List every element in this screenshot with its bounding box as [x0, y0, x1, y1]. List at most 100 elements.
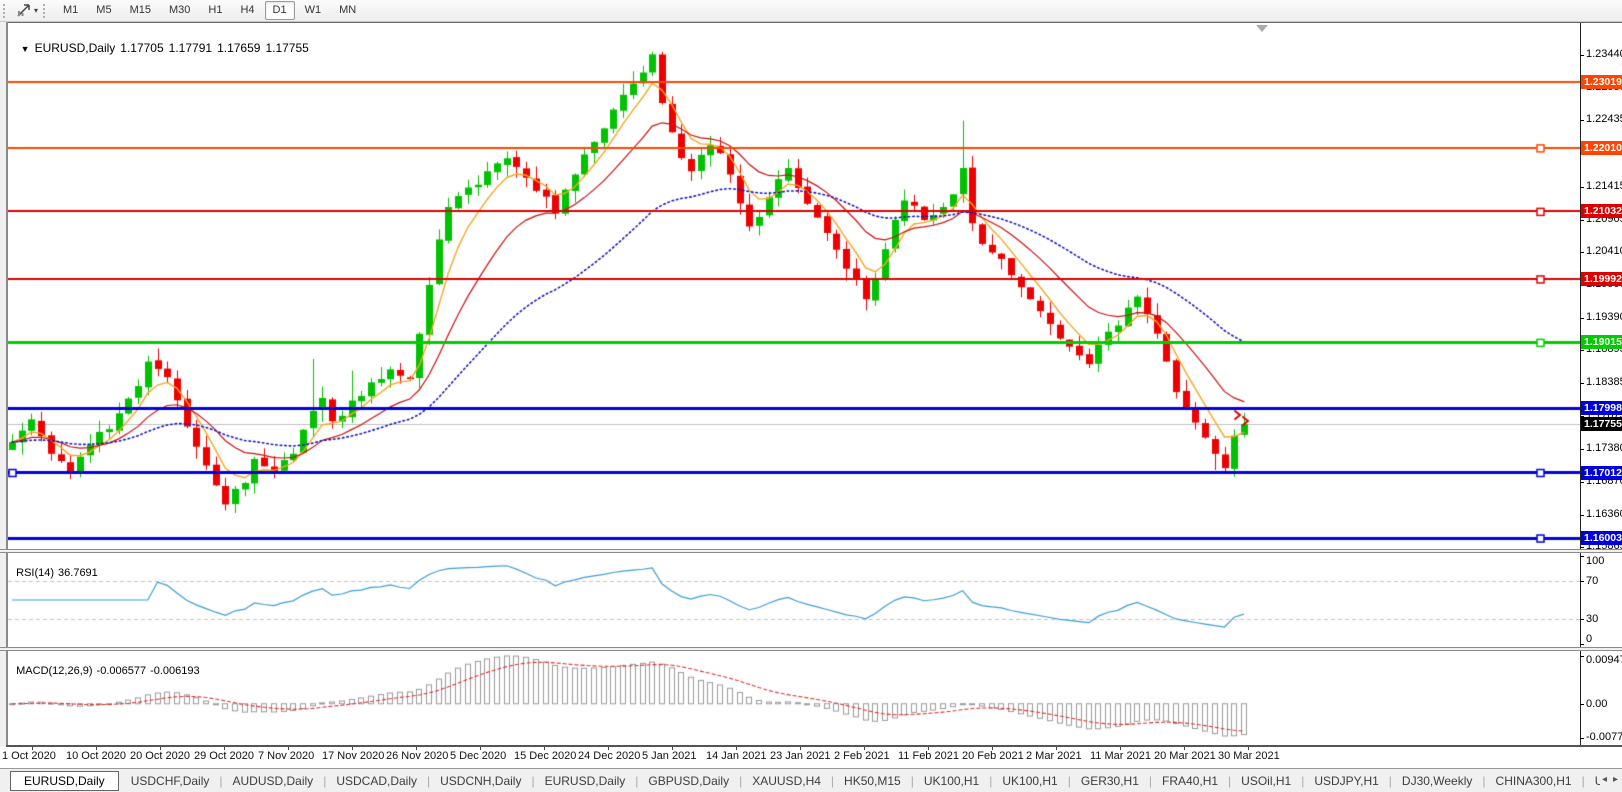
panel-splitter[interactable] — [0, 549, 1622, 553]
axis-tick-mark — [1580, 581, 1584, 582]
macd-axis-label-zero: 0.00 — [1586, 698, 1608, 710]
chart-title[interactable]: ▼ EURUSD,Daily 1.17705 1.17791 1.17659 1.1775… — [14, 27, 314, 55]
tab-scroll-left-icon[interactable]: ◂ — [1601, 774, 1607, 785]
tab-separator: | — [635, 773, 639, 788]
date-label: 11 Mar 2021 — [1090, 750, 1151, 762]
one-click-expander-icon[interactable]: ▼ — [20, 44, 30, 54]
timeframe-button-d1[interactable]: D1 — [264, 1, 295, 20]
tab-separator: | — [1581, 773, 1585, 788]
chart-tab[interactable]: CHINA300,H1 — [1495, 773, 1572, 788]
price-chart-canvas[interactable] — [8, 24, 1580, 549]
date-label: 1 Oct 2020 — [2, 750, 56, 762]
timeframe-button-m15[interactable]: M15 — [129, 4, 151, 16]
date-tick-mark — [96, 747, 97, 750]
date-tick-mark — [864, 747, 865, 750]
price-tick-label: 1.18385 — [1586, 376, 1622, 388]
chart-tab[interactable]: EURUSD,Daily — [10, 770, 119, 791]
date-tick-mark — [1120, 747, 1121, 750]
date-label: 5 Jan 2021 — [642, 750, 697, 762]
chart-cursor-icon[interactable] — [14, 3, 32, 19]
chart-tab[interactable]: USDCHF,Daily — [130, 773, 210, 788]
axis-tick-mark — [1580, 556, 1584, 557]
date-tick-mark — [1056, 747, 1057, 750]
date-label: 7 Nov 2020 — [258, 750, 315, 762]
chart-tab[interactable]: UK100,H1 — [923, 773, 980, 788]
chart-tab[interactable]: U — [1589, 772, 1610, 790]
scroll-to-end-marker[interactable] — [1256, 25, 1268, 32]
hline-price-badge: 1.19992 — [1581, 272, 1622, 286]
hline-price-badge: 1.21032 — [1581, 204, 1622, 218]
date-tick-mark — [672, 747, 673, 750]
date-tick-mark — [992, 747, 993, 750]
chart-tab-bar: EURUSD,Daily USDCHF,Daily | AUDUSD,Daily | US… — [0, 768, 1622, 792]
chart-tab[interactable]: EURUSD,Daily — [544, 773, 626, 788]
chart-tab[interactable]: FRA40,H1 — [1162, 773, 1219, 788]
macd-signal-value: -0.006193 — [150, 665, 200, 677]
chart-tab[interactable]: DJ30,Weekly — [1401, 773, 1473, 788]
date-tick-mark — [416, 747, 417, 750]
price-tick-label: 1.16360 — [1586, 508, 1622, 520]
symbol-period-label: EURUSD,Daily — [34, 41, 116, 55]
date-label: 14 Jan 2021 — [706, 750, 767, 762]
axis-tick-mark — [1580, 644, 1584, 645]
panel-splitter[interactable] — [0, 647, 1622, 651]
date-tick-mark — [352, 747, 353, 750]
ohlc-low: 1.17659 — [217, 41, 261, 55]
axis-tick-mark — [1580, 449, 1584, 450]
timeframe-button-h1[interactable]: H1 — [208, 4, 223, 16]
tab-separator: | — [910, 773, 914, 788]
date-tick-mark — [32, 747, 33, 750]
date-tick-mark — [544, 747, 545, 750]
chart-tab[interactable]: UK100,H1 — [1002, 773, 1058, 788]
chart-tab[interactable]: USDCNH,Daily — [440, 773, 522, 788]
tab-scroll-right-icon[interactable]: ▸ — [1612, 774, 1618, 785]
chart-window-border — [6, 22, 1622, 23]
date-label: 17 Nov 2020 — [322, 750, 385, 762]
chart-tab[interactable]: GBPUSD,Daily — [648, 773, 730, 788]
chart-tab[interactable]: AUDUSD,Daily — [232, 773, 314, 788]
timeframe-button-h4[interactable]: H4 — [240, 4, 255, 16]
ohlc-high: 1.17791 — [168, 41, 213, 55]
chevron-down-icon[interactable]: ▾ — [34, 6, 39, 15]
rsi-level-label: 70 — [1586, 575, 1599, 587]
timeframe-button-m5[interactable]: M5 — [96, 4, 112, 16]
timeframe-button-m1[interactable]: M1 — [63, 4, 79, 16]
date-label: 20 Mar 2021 — [1154, 750, 1216, 762]
tab-separator: | — [1388, 773, 1392, 788]
chart-tab[interactable]: GER30,H1 — [1080, 773, 1139, 788]
macd-indicator-canvas[interactable] — [8, 651, 1580, 745]
hline-price-badge: 1.22010 — [1581, 141, 1622, 155]
timeframe-button-w1[interactable]: W1 — [304, 4, 322, 16]
rsi-name: RSI(14) — [16, 567, 55, 579]
timeframe-button-mn[interactable]: MN — [339, 4, 357, 16]
axis-tick-mark — [1580, 482, 1584, 483]
price-tick-label: 1.23440 — [1586, 48, 1622, 60]
price-tick-label: 1.21415 — [1586, 180, 1622, 192]
tab-separator: | — [427, 773, 431, 788]
date-axis — [0, 747, 1622, 768]
date-label: 5 Dec 2020 — [450, 750, 507, 762]
tab-separator: | — [1228, 773, 1232, 788]
chart-tab[interactable]: XAUUSD,H4 — [752, 773, 821, 788]
chart-tab[interactable]: USOil,H1 — [1241, 773, 1292, 788]
axis-tick-mark — [1580, 318, 1584, 319]
date-label: 20 Feb 2021 — [962, 750, 1024, 762]
toolbar-grip[interactable] — [3, 3, 10, 18]
date-label: 2 Feb 2021 — [834, 750, 890, 762]
date-tick-mark — [288, 747, 289, 750]
price-tick-label: 1.22435 — [1586, 113, 1622, 125]
ohlc-close: 1.17755 — [265, 41, 309, 55]
hline-price-badge: 1.17012 — [1581, 466, 1622, 480]
chart-tab[interactable]: USDJPY,H1 — [1314, 773, 1379, 788]
date-label: 30 Mar 2021 — [1218, 750, 1280, 762]
chart-tab[interactable]: USDCAD,Daily — [336, 773, 417, 788]
toolbar-grip[interactable] — [43, 3, 50, 18]
macd-label: MACD(12,26,9) -0.006577 -0.006193 — [10, 653, 204, 677]
axis-tick-mark — [1580, 120, 1584, 121]
timeframe-button-m30[interactable]: M30 — [168, 4, 191, 16]
macd-axis-label-bottom: -0.007778 — [1586, 731, 1622, 743]
chart-tab[interactable]: HK50,M15 — [844, 773, 901, 788]
tab-separator: | — [219, 773, 223, 788]
axis-tick-mark — [1580, 619, 1584, 620]
rsi-indicator-canvas[interactable] — [8, 553, 1580, 647]
